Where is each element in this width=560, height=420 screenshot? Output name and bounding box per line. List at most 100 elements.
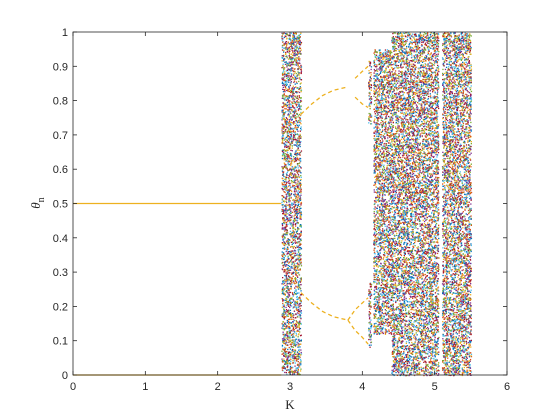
- orbit-point: [291, 173, 294, 175]
- orbit-point: [294, 49, 296, 51]
- orbit-point: [389, 53, 392, 55]
- orbit-point: [387, 276, 389, 278]
- orbit-point: [285, 61, 287, 63]
- orbit-point: [374, 54, 376, 56]
- orbit-point: [284, 191, 286, 193]
- orbit-point: [292, 206, 295, 208]
- orbit-point: [281, 258, 283, 261]
- orbit-point: [289, 193, 291, 196]
- orbit-point: [295, 209, 298, 211]
- orbit-point: [288, 88, 290, 90]
- orbit-point: [290, 43, 292, 46]
- orbit-point: [299, 224, 302, 226]
- orbit-point: [295, 144, 297, 146]
- orbit-point: [379, 271, 382, 273]
- orbit-point: [291, 96, 293, 98]
- orbit-point: [293, 180, 295, 182]
- orbit-point: [291, 140, 293, 142]
- orbit-point: [369, 286, 372, 288]
- orbit-point: [299, 114, 302, 116]
- orbit-point: [373, 137, 375, 140]
- orbit-point: [290, 108, 292, 111]
- orbit-point: [299, 321, 301, 324]
- orbit-point: [281, 81, 284, 83]
- orbit-point: [290, 234, 292, 236]
- orbit-point: [379, 210, 381, 212]
- orbit-point: [382, 283, 385, 286]
- orbit-point: [374, 261, 376, 263]
- orbit-point: [377, 192, 379, 194]
- orbit-point: [298, 139, 300, 141]
- orbit-point: [296, 309, 298, 311]
- orbit-point: [284, 363, 286, 365]
- orbit-point: [288, 278, 290, 280]
- orbit-point: [284, 97, 287, 99]
- orbit-point: [384, 79, 386, 81]
- orbit-point: [370, 288, 372, 290]
- orbit-point: [299, 133, 301, 136]
- orbit-point: [373, 274, 375, 277]
- orbit-point: [297, 137, 299, 139]
- orbit-point: [374, 215, 376, 217]
- orbit-point: [300, 91, 302, 93]
- orbit-point: [376, 196, 378, 198]
- orbit-point: [289, 339, 291, 341]
- orbit-point: [375, 128, 377, 131]
- orbit-point: [291, 53, 293, 55]
- orbit-point: [287, 212, 289, 215]
- orbit-point: [369, 84, 371, 86]
- orbit-point: [381, 210, 383, 212]
- orbit-point: [383, 294, 386, 296]
- orbit-point: [298, 105, 300, 107]
- orbit-point: [296, 112, 298, 115]
- orbit-point: [385, 88, 388, 91]
- orbit-point: [287, 191, 289, 194]
- orbit-point: [295, 60, 297, 62]
- orbit-point: [283, 139, 285, 141]
- orbit-point: [287, 318, 290, 321]
- orbit-point: [373, 148, 375, 150]
- orbit-point: [283, 98, 285, 100]
- orbit-point: [299, 83, 301, 85]
- orbit-point: [287, 58, 290, 60]
- orbit-point: [282, 290, 284, 292]
- orbit-point: [388, 291, 390, 293]
- orbit-point: [292, 343, 294, 345]
- orbit-point: [292, 348, 294, 351]
- orbit-point: [288, 200, 290, 202]
- orbit-point: [293, 333, 295, 335]
- orbit-point: [291, 147, 293, 149]
- orbit-point: [282, 44, 284, 47]
- orbit-point: [289, 188, 291, 190]
- orbit-point: [296, 129, 298, 131]
- orbit-point: [281, 195, 283, 197]
- orbit-point: [383, 313, 385, 315]
- orbit-point: [286, 75, 288, 77]
- orbit-point: [291, 253, 294, 255]
- orbit-point: [383, 179, 386, 182]
- orbit-point: [288, 163, 290, 166]
- orbit-point: [287, 154, 289, 156]
- orbit-point: [377, 277, 379, 279]
- orbit-point: [298, 78, 301, 80]
- orbit-point: [368, 84, 370, 86]
- orbit-point: [294, 236, 296, 238]
- orbit-point: [383, 152, 385, 154]
- orbit-point: [299, 298, 301, 300]
- orbit-point: [299, 366, 301, 368]
- orbit-point: [289, 173, 291, 175]
- orbit-point: [281, 288, 284, 290]
- orbit-point: [390, 266, 392, 268]
- orbit-point: [299, 316, 301, 318]
- orbit-point: [390, 285, 392, 287]
- orbit-point: [293, 35, 296, 37]
- orbit-point: [286, 357, 289, 359]
- orbit-point: [384, 285, 386, 287]
- orbit-point: [296, 275, 298, 277]
- orbit-point: [388, 238, 391, 240]
- orbit-point: [388, 186, 390, 188]
- orbit-point: [293, 252, 295, 254]
- orbit-point: [282, 264, 284, 267]
- orbit-point: [370, 84, 372, 86]
- orbit-point: [283, 280, 285, 282]
